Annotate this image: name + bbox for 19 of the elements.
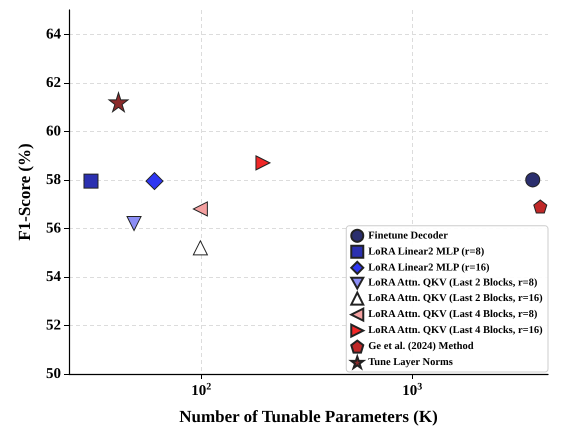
legend-label: Finetune Decoder — [368, 230, 448, 242]
legend-label: Tune Layer Norms — [368, 356, 453, 368]
y-tick-label: 62 — [46, 74, 61, 91]
legend-label: LoRA Attn. QKV (Last 4 Blocks, r=16) — [368, 325, 544, 336]
legend-label: Ge et al. (2024) Method — [368, 341, 474, 352]
x-axis-title: Number of Tunable Parameters (K) — [179, 407, 438, 426]
y-tick-label: 56 — [46, 220, 62, 236]
y-tick-label: 54 — [46, 268, 62, 285]
legend-label: LoRA Linear2 MLP (r=8) — [368, 246, 485, 258]
y-tick-label: 50 — [46, 366, 61, 382]
legend-label: LoRA Attn. QKV (Last 2 Blocks, r=8) — [368, 278, 538, 289]
legend-label: LoRA Linear2 MLP (r=16) — [368, 262, 490, 274]
y-axis-title: F1-Score (%) — [15, 143, 34, 241]
y-tick-label: 52 — [46, 317, 61, 334]
y-tick-label: 60 — [46, 123, 61, 140]
y-tick-label: 58 — [46, 172, 61, 188]
legend-label: LoRA Attn. QKV (Last 2 Blocks, r=16) — [368, 293, 544, 304]
y-tick-label: 64 — [46, 26, 62, 42]
legend-label: LoRA Attn. QKV (Last 4 Blocks, r=8) — [368, 309, 538, 320]
